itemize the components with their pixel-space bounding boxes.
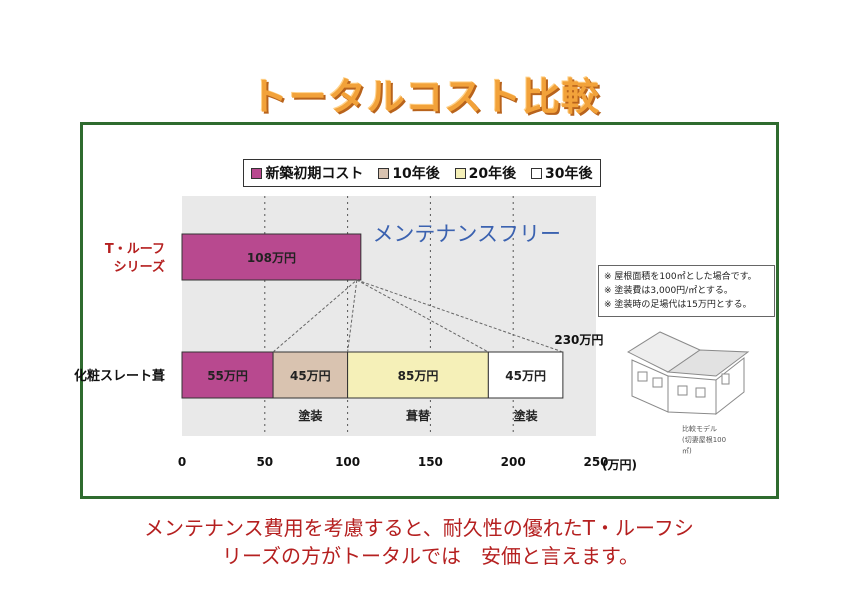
conclusion-line-2: リーズの方がトータルでは 安価と言えます。 bbox=[222, 544, 639, 568]
legend-swatch-initial bbox=[251, 167, 263, 179]
x-unit-label: (万円) bbox=[602, 458, 637, 472]
segment-note: 葺替 bbox=[406, 408, 431, 423]
legend-item-10y: 10年後 bbox=[378, 163, 440, 183]
note-line: ※ 塗装費は3,000円/㎡とする。 bbox=[604, 286, 733, 296]
x-tick-label: 200 bbox=[501, 455, 526, 469]
model-caption: 比較モデル (切妻屋根100 ㎡) bbox=[682, 424, 762, 457]
data-label: 108万円 bbox=[247, 251, 296, 265]
connector-line bbox=[272, 279, 358, 353]
model-caption-line: (切妻屋根100 bbox=[682, 436, 727, 444]
data-label: 55万円 bbox=[207, 369, 248, 383]
maintenance-free-annotation: メンテナンスフリー bbox=[372, 222, 561, 246]
bar-segment bbox=[272, 351, 349, 399]
legend-swatch-30y bbox=[531, 167, 543, 179]
x-tick-label: 100 bbox=[335, 455, 360, 469]
segment-note: 塗装 bbox=[514, 408, 538, 423]
model-caption-line: ㎡) bbox=[682, 447, 692, 455]
note-line: ※ 屋根面積を100㎡とした場合です。 bbox=[604, 272, 757, 282]
legend-label-10y: 10年後 bbox=[392, 166, 440, 182]
legend-label-30y: 30年後 bbox=[545, 166, 593, 182]
conclusion-text: メンテナンス費用を考慮すると、耐久性の優れたT・ルーフシ リーズの方がトータルで… bbox=[144, 514, 704, 570]
bar-segment bbox=[487, 351, 564, 399]
x-tick-label: 250 bbox=[583, 455, 608, 469]
data-label: 85万円 bbox=[398, 369, 439, 383]
category-label: T・ルーフ bbox=[105, 242, 165, 257]
legend-item-20y: 20年後 bbox=[454, 163, 517, 183]
x-tick-label: 0 bbox=[178, 455, 186, 469]
bar-segment bbox=[347, 351, 489, 399]
bar-segment bbox=[181, 233, 362, 281]
page-title: トータルコスト比較 bbox=[249, 75, 601, 119]
legend-swatch-10y bbox=[378, 167, 390, 179]
chart-frame bbox=[80, 122, 779, 499]
conclusion-line-1: メンテナンス費用を考慮すると、耐久性の優れたT・ルーフシ bbox=[144, 516, 694, 540]
chart-legend: 新築初期コスト 10年後 20年後 30年後 bbox=[243, 159, 601, 187]
legend-item-30y: 30年後 bbox=[531, 163, 593, 183]
legend-swatch-20y bbox=[454, 167, 466, 179]
note-line: ※ 塗装時の足場代は15万円とする。 bbox=[604, 300, 752, 310]
legend-label-initial: 新築初期コスト bbox=[265, 166, 364, 182]
bar-segment bbox=[181, 351, 274, 399]
assumption-notes: ※ 屋根面積を100㎡とした場合です。 ※ 塗装費は3,000円/㎡とする。 ※… bbox=[598, 265, 775, 317]
connector-line bbox=[356, 279, 564, 353]
data-label: 45万円 bbox=[290, 369, 331, 383]
category-label: 化粧スレート葺 bbox=[74, 368, 165, 384]
data-label: 45万円 bbox=[505, 369, 546, 383]
legend-label-20y: 20年後 bbox=[468, 166, 517, 182]
segment-note: 塗装 bbox=[298, 408, 322, 423]
legend-item-initial: 新築初期コスト bbox=[251, 163, 363, 183]
x-tick-label: 50 bbox=[256, 455, 273, 469]
model-caption-line: 比較モデル bbox=[682, 425, 717, 433]
x-tick-label: 150 bbox=[418, 455, 443, 469]
category-label: シリーズ bbox=[114, 259, 165, 275]
total-label: 230万円 bbox=[554, 333, 603, 347]
connector-line bbox=[347, 279, 358, 353]
